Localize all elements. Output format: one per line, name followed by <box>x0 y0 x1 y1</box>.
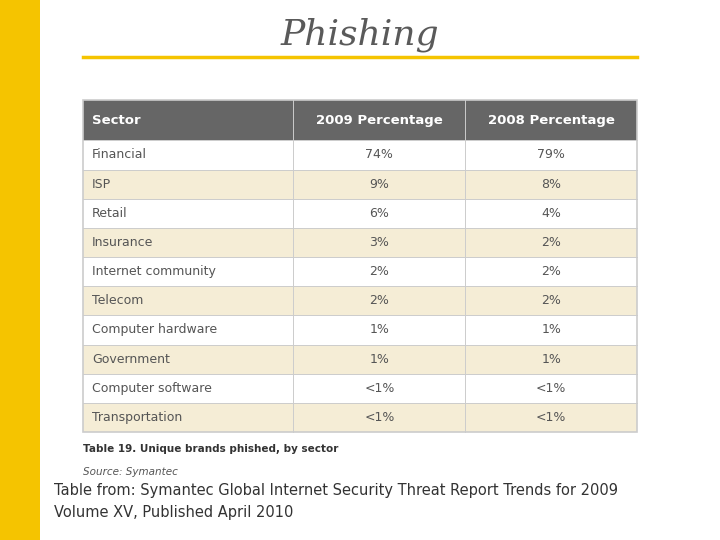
Text: Insurance: Insurance <box>92 236 153 249</box>
Text: Sector: Sector <box>92 113 141 127</box>
Bar <box>83 403 637 432</box>
Bar <box>83 228 637 257</box>
Bar <box>83 170 637 199</box>
Text: 1%: 1% <box>369 353 390 366</box>
Text: ISP: ISP <box>92 178 112 191</box>
Text: 79%: 79% <box>537 148 565 161</box>
Text: 3%: 3% <box>369 236 390 249</box>
Text: <1%: <1% <box>364 411 395 424</box>
Bar <box>83 315 637 345</box>
Text: Source: Symantec: Source: Symantec <box>83 467 178 477</box>
Text: Computer hardware: Computer hardware <box>92 323 217 336</box>
Bar <box>0 0 40 540</box>
Bar <box>83 100 637 140</box>
Text: 2%: 2% <box>541 265 561 278</box>
Bar <box>83 199 637 228</box>
Text: 4%: 4% <box>541 207 561 220</box>
Text: 1%: 1% <box>369 323 390 336</box>
Bar <box>83 286 637 315</box>
Bar <box>83 345 637 374</box>
Text: Government: Government <box>92 353 170 366</box>
Text: 2%: 2% <box>369 265 390 278</box>
Text: Internet community: Internet community <box>92 265 216 278</box>
Text: 6%: 6% <box>369 207 390 220</box>
Text: Table 19. Unique brands phished, by sector: Table 19. Unique brands phished, by sect… <box>83 444 338 454</box>
Text: 2008 Percentage: 2008 Percentage <box>488 113 615 127</box>
Text: Transportation: Transportation <box>92 411 182 424</box>
Text: 2%: 2% <box>541 236 561 249</box>
Text: 2%: 2% <box>369 294 390 307</box>
Text: <1%: <1% <box>364 382 395 395</box>
Text: Phishing: Phishing <box>281 18 439 52</box>
Text: <1%: <1% <box>536 382 567 395</box>
Text: 1%: 1% <box>541 323 561 336</box>
Text: <1%: <1% <box>536 411 567 424</box>
Text: 74%: 74% <box>366 148 393 161</box>
Text: 9%: 9% <box>369 178 390 191</box>
Bar <box>83 140 637 170</box>
Text: 8%: 8% <box>541 178 562 191</box>
Text: 2%: 2% <box>541 294 561 307</box>
Text: 1%: 1% <box>541 353 561 366</box>
Text: Computer software: Computer software <box>92 382 212 395</box>
Text: Telecom: Telecom <box>92 294 143 307</box>
Text: 2009 Percentage: 2009 Percentage <box>316 113 443 127</box>
Bar <box>83 100 637 432</box>
Text: Table from: Symantec Global Internet Security Threat Report Trends for 2009
Volu: Table from: Symantec Global Internet Sec… <box>54 483 618 519</box>
Text: Financial: Financial <box>92 148 147 161</box>
Text: Retail: Retail <box>92 207 127 220</box>
Bar <box>83 257 637 286</box>
Bar <box>83 374 637 403</box>
